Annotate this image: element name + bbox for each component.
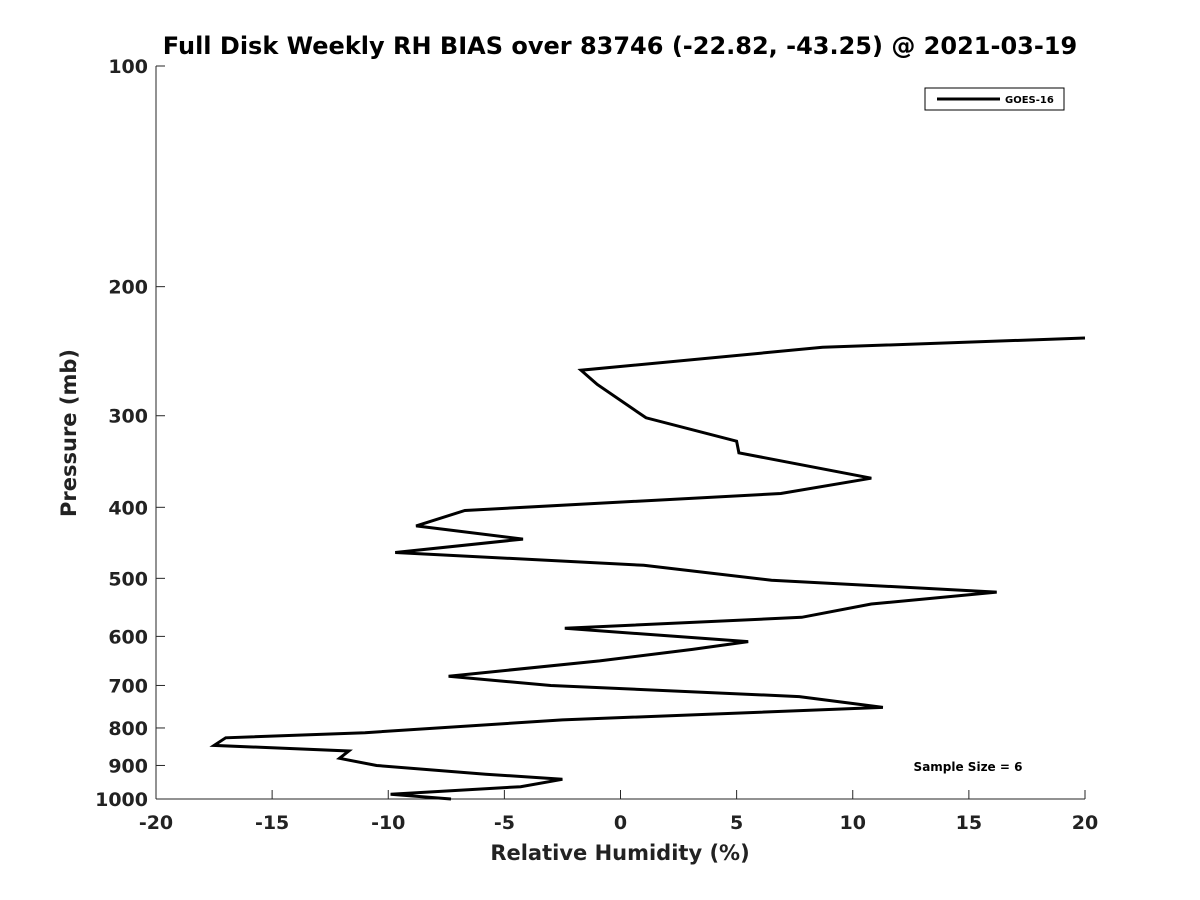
- y-tick-label: 200: [108, 277, 148, 299]
- x-tick-label: 15: [956, 812, 982, 834]
- x-tick-label: 5: [730, 812, 743, 834]
- x-tick-label: 0: [614, 812, 627, 834]
- y-tick-label: 400: [108, 497, 148, 519]
- x-axis-label: Relative Humidity (%): [490, 841, 749, 865]
- chart-title: Full Disk Weekly RH BIAS over 83746 (-22…: [163, 32, 1077, 60]
- series-layer: [209, 336, 1086, 801]
- x-tick-label: -20: [139, 812, 173, 834]
- y-tick-label: 1000: [95, 789, 148, 811]
- x-axis-ticks: -20 -15 -10 -5 0 5 10 15 20: [139, 790, 1098, 834]
- sample-size-annotation: Sample Size = 6: [914, 760, 1023, 774]
- legend-entry-goes-16: GOES-16: [1005, 95, 1054, 106]
- y-tick-label: 500: [108, 568, 148, 590]
- series-line-0: [209, 336, 1086, 801]
- x-tick-label: -5: [494, 812, 515, 834]
- y-tick-label: 900: [108, 755, 148, 777]
- y-tick-label: 300: [108, 406, 148, 428]
- x-tick-label: -15: [255, 812, 289, 834]
- y-axis-ticks: 100 200 300 400 500 600 700 800 900 1000: [95, 56, 165, 811]
- y-tick-label: 100: [108, 56, 148, 78]
- x-tick-label: 20: [1072, 812, 1098, 834]
- y-tick-label: 800: [108, 718, 148, 740]
- y-axis-label: Pressure (mb): [57, 349, 81, 517]
- legend: GOES-16: [924, 87, 1065, 111]
- y-tick-label: 700: [108, 675, 148, 697]
- x-tick-label: -10: [371, 812, 405, 834]
- y-tick-label: 600: [108, 626, 148, 648]
- x-tick-label: 10: [840, 812, 866, 834]
